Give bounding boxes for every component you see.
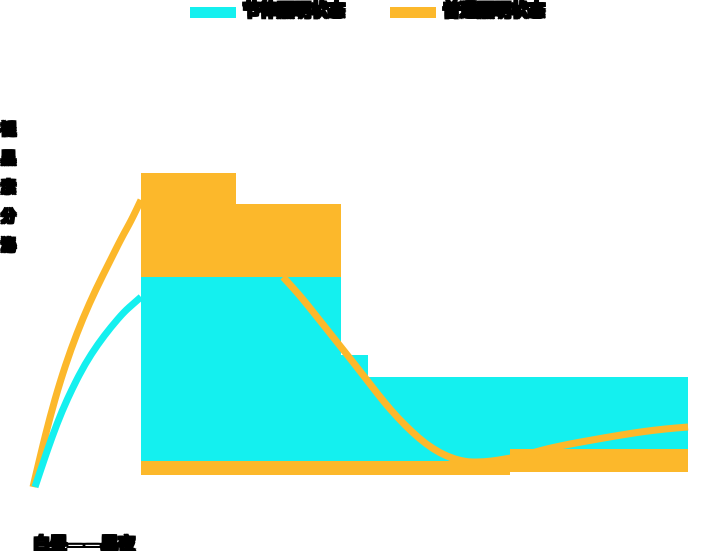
orange-rise-curve: [29, 198, 145, 488]
legend-label-rhythm-lighting: 节律照明状态: [243, 1, 346, 22]
orange-decay-curve: [280, 274, 689, 466]
legend-swatch-orange: [390, 6, 436, 18]
x-axis-label: 白昼——黑夜: [33, 535, 136, 551]
legend-item-rhythm-lighting: 节律照明状态: [190, 0, 346, 22]
legend-label-normal-lighting: 普通照明状态: [443, 1, 546, 22]
chart-legend: 节律照明状态 普通照明状态: [0, 0, 703, 24]
legend-item-normal-lighting: 普通照明状态: [390, 0, 546, 22]
cyan-area-block: [141, 277, 688, 461]
cyan-rise-curve: [31, 294, 144, 489]
orange-bottom-band-right: [510, 449, 688, 472]
legend-swatch-cyan: [190, 6, 236, 18]
orange-peak-block: [141, 173, 341, 277]
y-axis-label: 褪黑素分泌: [0, 121, 18, 267]
orange-bottom-band-left: [141, 461, 510, 475]
